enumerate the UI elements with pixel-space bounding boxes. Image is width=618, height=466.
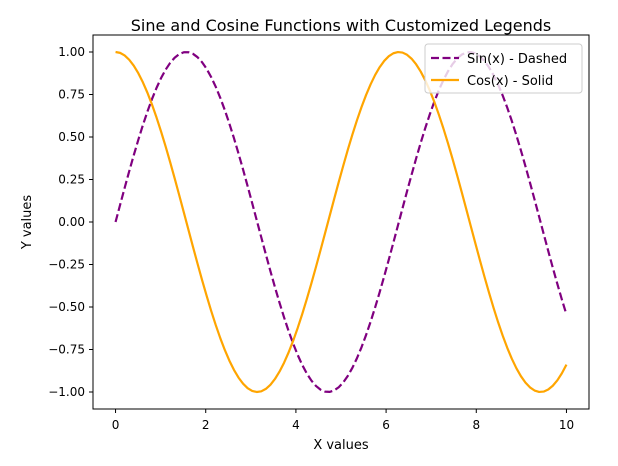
series-layer: [114, 50, 568, 394]
y-tick-label: 0.00: [58, 215, 85, 229]
legend-box: [424, 43, 583, 94]
x-tick-label: 6: [382, 418, 390, 432]
series-line-sin: [114, 50, 568, 393]
x-tick-label: 0: [112, 418, 120, 432]
x-axis-ticks: 0 2 4 6 8 10: [112, 409, 574, 432]
y-tick-label: 1.00: [58, 45, 85, 59]
x-axis-label: X values: [313, 438, 369, 453]
y-axis-label: Y values: [20, 195, 35, 251]
y-tick-label: 0.50: [58, 130, 85, 144]
chart-title: Sine and Cosine Functions with Customize…: [131, 16, 552, 35]
y-tick-label: −0.50: [48, 300, 85, 314]
series-line-cos: [115, 50, 568, 394]
x-tick-label: 10: [559, 418, 574, 432]
x-tick-label: 4: [292, 418, 300, 432]
y-tick-label: −0.25: [48, 258, 85, 272]
legend-label-cos: Cos(x) - Solid: [467, 74, 553, 89]
y-tick-label: 0.75: [58, 88, 85, 102]
legend: Sin(x) - Dashed Cos(x) - Solid: [424, 43, 583, 94]
x-tick-label: 2: [202, 418, 210, 432]
legend-label-sin: Sin(x) - Dashed: [467, 52, 567, 67]
y-tick-label: −1.00: [48, 385, 85, 399]
y-tick-label: −0.75: [48, 343, 85, 357]
y-tick-label: 0.25: [58, 173, 85, 187]
y-axis-ticks: 1.00 0.75 0.50 0.25 0.00 −0.25 −0.50 −0.75 −1.00: [48, 45, 93, 399]
x-tick-label: 8: [472, 418, 480, 432]
